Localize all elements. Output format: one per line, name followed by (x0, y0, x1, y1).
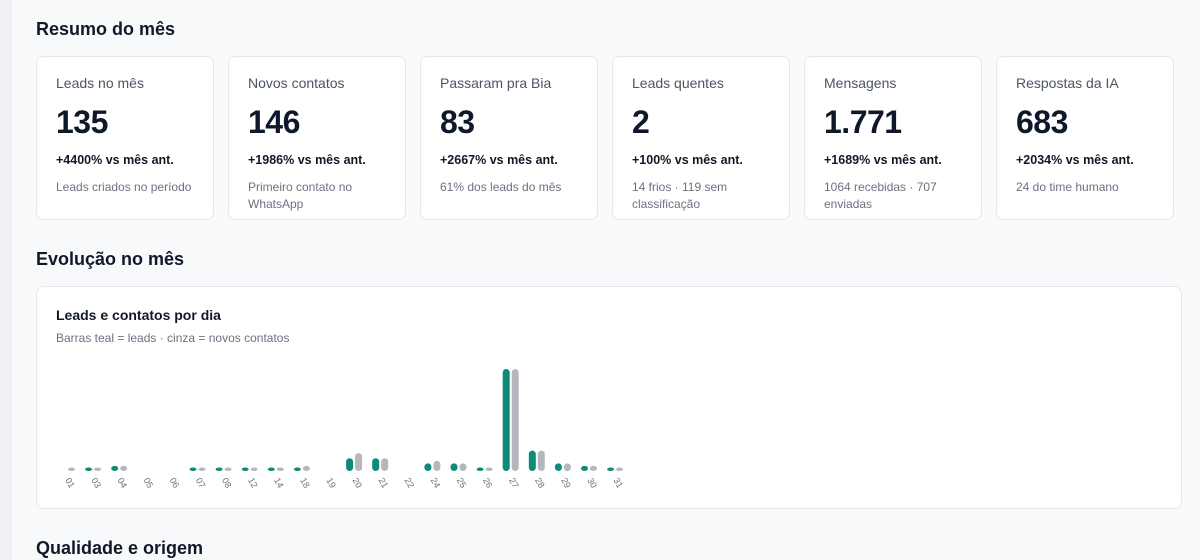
bar-leads-29 (554, 463, 562, 471)
bar-leads-25 (450, 463, 458, 471)
kpi-card-passed-to-bia: Passaram pra Bia 83 +2667% vs mês ant. 6… (420, 56, 598, 220)
bar-leads-08 (215, 467, 223, 471)
section-title-evolution: Evolução no mês (36, 249, 185, 269)
x-tick-label: 19 (324, 476, 338, 490)
kpi-label: Mensagens (824, 75, 897, 91)
x-tick-label: 28 (533, 476, 547, 490)
x-tick-label: 08 (220, 476, 234, 490)
x-tick-label: 27 (507, 476, 521, 490)
kpi-subtext: 61% dos leads do mês (440, 180, 562, 194)
bar-leads-07 (189, 467, 197, 471)
bar-leads-03 (85, 467, 93, 471)
kpi-subtext: Primeiro contato no WhatsApp (248, 180, 353, 211)
bar-leads-14 (267, 467, 275, 471)
bar-contacts-29 (563, 463, 571, 471)
bar-contacts-14 (276, 467, 284, 471)
bar-leads-31 (607, 467, 615, 471)
bar-contacts-21 (381, 458, 389, 471)
kpi-delta: +2667% vs mês ant. (440, 153, 558, 167)
x-tick-label: 26 (481, 476, 495, 490)
kpi-value: 683 (1016, 104, 1068, 140)
chart-card: Leads e contatos por dia Barras teal = l… (36, 286, 1182, 509)
kpi-label: Leads quentes (632, 75, 724, 91)
kpi-delta: +4400% vs mês ant. (56, 153, 174, 167)
kpi-label: Novos contatos (248, 75, 345, 91)
x-tick-label: 03 (89, 476, 103, 490)
kpi-subtext: Leads criados no período (56, 180, 192, 194)
x-tick-label: 30 (585, 476, 599, 490)
kpi-delta: +2034% vs mês ant. (1016, 153, 1134, 167)
x-tick-label: 21 (376, 476, 390, 490)
kpi-label: Respostas da IA (1016, 75, 1119, 91)
chart-title: Leads e contatos por dia (56, 307, 221, 323)
bar-leads-28 (528, 450, 536, 471)
kpi-delta: +100% vs mês ant. (632, 153, 743, 167)
bar-leads-18 (293, 467, 301, 471)
bar-contacts-08 (224, 467, 232, 471)
kpi-card-hot-leads: Leads quentes 2 +100% vs mês ant. 14 fri… (612, 56, 790, 220)
x-tick-label: 06 (168, 476, 182, 490)
kpi-card-messages: Mensagens 1.771 +1689% vs mês ant. 1064 … (804, 56, 982, 220)
daily-bar-chart: 01 03 04 05 06 07 08 12 14 18 19 20 21 22 24 25 26 27 28 29… (63, 369, 625, 490)
bar-contacts-07 (198, 467, 206, 471)
kpi-label: Passaram pra Bia (440, 75, 552, 91)
kpi-delta: +1986% vs mês ant. (248, 153, 366, 167)
bar-contacts-20 (355, 453, 363, 471)
kpi-value: 2 (632, 104, 650, 140)
bar-leads-04 (111, 465, 119, 471)
kpi-value: 146 (248, 104, 300, 140)
bar-contacts-03 (94, 467, 102, 471)
bar-contacts-30 (590, 465, 597, 471)
bar-leads-12 (241, 467, 249, 471)
kpi-subtext: 1064 recebidas · 707 enviadas (824, 180, 937, 211)
bar-contacts-01 (68, 467, 75, 471)
bar-leads-21 (372, 458, 380, 471)
bar-leads-27 (502, 369, 510, 471)
x-tick-label: 22 (403, 476, 417, 490)
bar-contacts-27 (511, 369, 519, 471)
bar-leads-26 (476, 467, 484, 471)
x-tick-label: 29 (559, 476, 573, 490)
section-title-quality: Qualidade e origem (36, 538, 204, 558)
x-tick-label: 31 (611, 476, 625, 490)
kpi-subtext: 14 frios · 119 sem classificação (632, 180, 728, 211)
kpi-value: 83 (440, 104, 475, 140)
bar-leads-24 (424, 463, 432, 471)
bar-contacts-12 (250, 467, 258, 471)
x-tick-label: 25 (455, 476, 469, 490)
x-tick-label: 18 (298, 476, 312, 490)
bar-contacts-28 (537, 450, 545, 471)
bar-contacts-24 (433, 460, 441, 471)
x-tick-label: 12 (246, 476, 260, 490)
bar-contacts-31 (616, 467, 624, 471)
left-edge (0, 0, 12, 560)
bar-contacts-18 (302, 465, 310, 471)
x-tick-label: 20 (350, 476, 364, 490)
x-tick-label: 24 (429, 476, 443, 490)
summary-cards: Leads no mês 135 +4400% vs mês ant. Lead… (36, 56, 1174, 220)
bar-leads-30 (581, 465, 588, 471)
bar-contacts-04 (120, 465, 128, 471)
x-tick-label: 01 (63, 476, 77, 490)
kpi-value: 1.771 (824, 104, 902, 140)
x-tick-label: 07 (194, 476, 208, 490)
kpi-card-leads: Leads no mês 135 +4400% vs mês ant. Lead… (36, 56, 214, 220)
kpi-value: 135 (56, 104, 108, 140)
x-tick-label: 05 (142, 476, 156, 490)
section-title-summary: Resumo do mês (36, 19, 176, 39)
kpi-card-ai-replies: Respostas da IA 683 +2034% vs mês ant. 2… (996, 56, 1174, 220)
kpi-subtext: 24 do time humano (1016, 180, 1119, 194)
x-tick-label: 14 (272, 476, 286, 490)
kpi-label: Leads no mês (56, 75, 144, 91)
kpi-delta: +1689% vs mês ant. (824, 153, 942, 167)
bar-contacts-25 (459, 463, 467, 471)
x-tick-label: 04 (115, 476, 129, 490)
bar-contacts-26 (485, 467, 493, 471)
kpi-card-new-contacts: Novos contatos 146 +1986% vs mês ant. Pr… (228, 56, 406, 220)
bar-leads-20 (346, 458, 354, 471)
chart-subtitle: Barras teal = leads · cinza = novos cont… (56, 331, 290, 345)
